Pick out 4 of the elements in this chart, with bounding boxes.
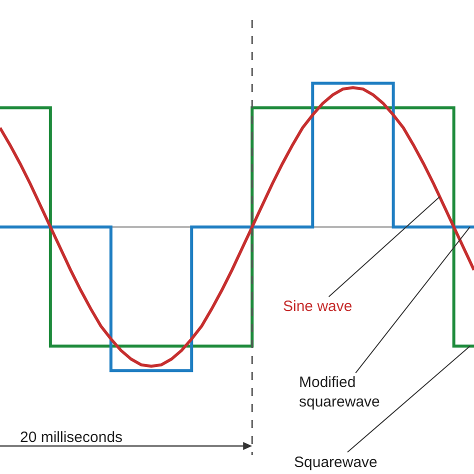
text: Modified squarewave [299,374,380,410]
text: Squarewave [294,454,378,471]
text: Sine wave [283,298,352,315]
text: 20 milliseconds [20,429,123,446]
